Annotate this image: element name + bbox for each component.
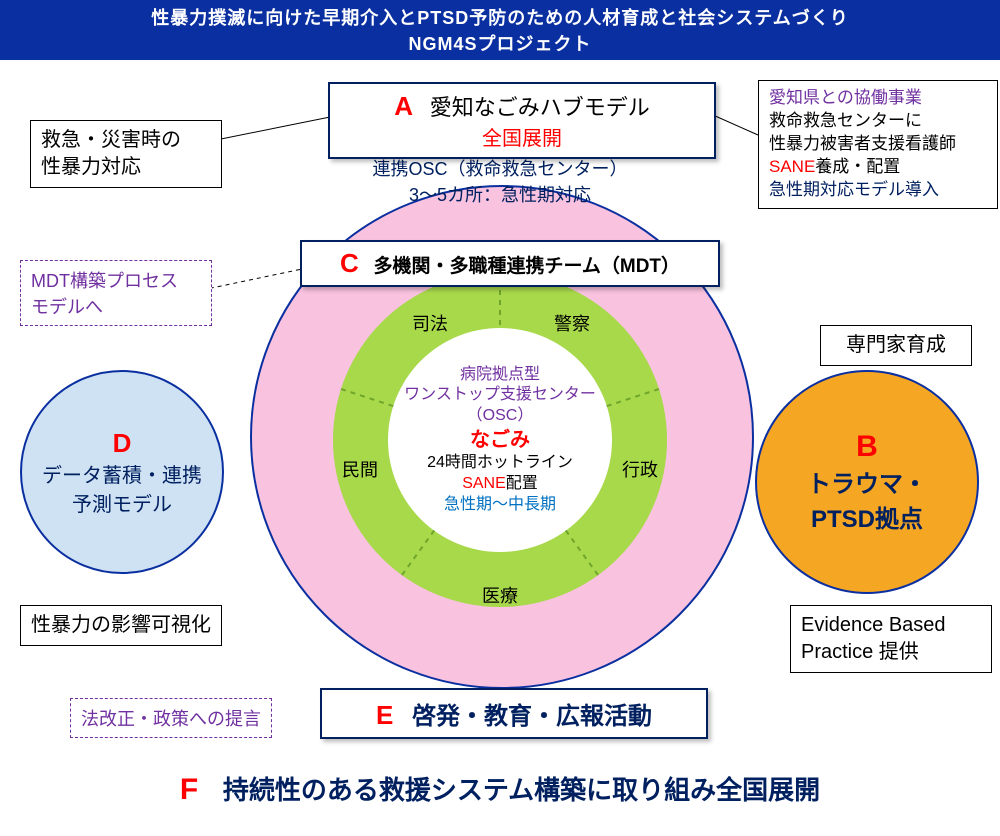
str-1: 愛知県との協働事業	[769, 87, 987, 110]
sector-shiho: 司法	[412, 310, 448, 336]
circle-b-l1: トラウマ・	[807, 464, 927, 499]
circle-d-l1: データ蓄積・連携	[42, 459, 202, 488]
circle-b: B トラウマ・ PTSD拠点	[755, 370, 979, 594]
header-banner: 性暴力撲滅に向けた早期介入とPTSD予防のための人材育成と社会システムづくり N…	[0, 0, 1000, 60]
core-l6a: SANE	[462, 475, 506, 492]
core-l4: なごみ	[470, 427, 530, 453]
circle-b-tag: B	[856, 430, 878, 464]
box-a-title: 愛知なごみハブモデル	[430, 95, 650, 120]
box-e-title: 啓発・教育・広報活動	[412, 703, 652, 730]
str-5: 急性期対応モデル導入	[769, 179, 987, 202]
circle-d-l2: 予測モデル	[72, 488, 172, 517]
sb2-1: Evidence Based	[801, 612, 981, 639]
sector-minkan: 民間	[342, 456, 378, 482]
core-l2: ワンストップ支援センター	[404, 385, 596, 406]
row-f-title: 持続性のある救援システム構築に取り組み全国展開	[223, 775, 820, 805]
circle-d-tag: D	[113, 428, 132, 459]
sector-gyosei: 行政	[622, 456, 658, 482]
side-mid-left: MDT構築プロセス モデルへ	[20, 260, 212, 326]
sb2-2: Practice 提供	[801, 639, 981, 666]
core-l7: 急性期～中長期	[444, 495, 556, 516]
circle-d: D データ蓄積・連携 予測モデル	[20, 370, 224, 574]
str-4b: 養成・配置	[815, 157, 900, 176]
box-c-tag: C	[340, 248, 359, 278]
row-f-tag: F	[180, 773, 198, 806]
circle-b-l2: PTSD拠点	[811, 499, 923, 534]
sector-keisatsu: 警察	[554, 310, 590, 336]
box-e: E 啓発・教育・広報活動	[320, 688, 708, 739]
side-top-right: 愛知県との協働事業 救命救急センターに 性暴力被害者支援看護師 SANE養成・配…	[758, 80, 998, 209]
core-l1: 病院拠点型	[460, 365, 540, 386]
core-l5: 24時間ホットライン	[427, 453, 573, 474]
side-b1: 専門家育成	[820, 325, 972, 366]
sector-iryo: 医療	[482, 582, 518, 608]
sml-2: モデルへ	[31, 293, 201, 319]
core-l3: （OSC）	[467, 406, 534, 427]
core-center: 病院拠点型 ワンストップ支援センター （OSC） なごみ 24時間ホットライン …	[392, 338, 608, 542]
pinkband-l2: 3～5カ所：急性期対応	[350, 181, 650, 207]
side-b2: Evidence Based Practice 提供	[790, 605, 992, 673]
policy-box: 法改正・政策への提言	[70, 698, 272, 738]
stl-1: 救急・災害時の	[41, 127, 211, 154]
box-a-tag: A	[394, 91, 413, 121]
pink-band-text: 連携OSC（救命救急センター） 3～5カ所：急性期対応	[350, 155, 650, 207]
str-4a: SANE	[769, 157, 815, 176]
str-3: 性暴力被害者支援看護師	[769, 133, 987, 156]
stl-2: 性暴力対応	[41, 154, 211, 181]
box-c-title: 多機関・多職種連携チーム（MDT）	[373, 256, 680, 277]
box-e-tag: E	[376, 700, 393, 730]
row-f: F 持続性のある救援システム構築に取り組み全国展開	[0, 770, 1000, 807]
header-line2: NGM4Sプロジェクト	[408, 30, 591, 56]
str-2: 救命救急センターに	[769, 110, 987, 133]
side-top-left: 救急・災害時の 性暴力対応	[30, 120, 222, 188]
box-a-sub: 全国展開	[482, 128, 562, 150]
side-d: 性暴力の影響可視化	[20, 605, 222, 646]
header-line1: 性暴力撲滅に向けた早期介入とPTSD予防のための人材育成と社会システムづくり	[151, 4, 848, 30]
core-l6b: 配置	[506, 475, 538, 492]
sml-1: MDT構築プロセス	[31, 267, 201, 293]
box-c: C 多機関・多職種連携チーム（MDT）	[300, 240, 720, 287]
box-a: A 愛知なごみハブモデル 全国展開	[328, 82, 716, 159]
